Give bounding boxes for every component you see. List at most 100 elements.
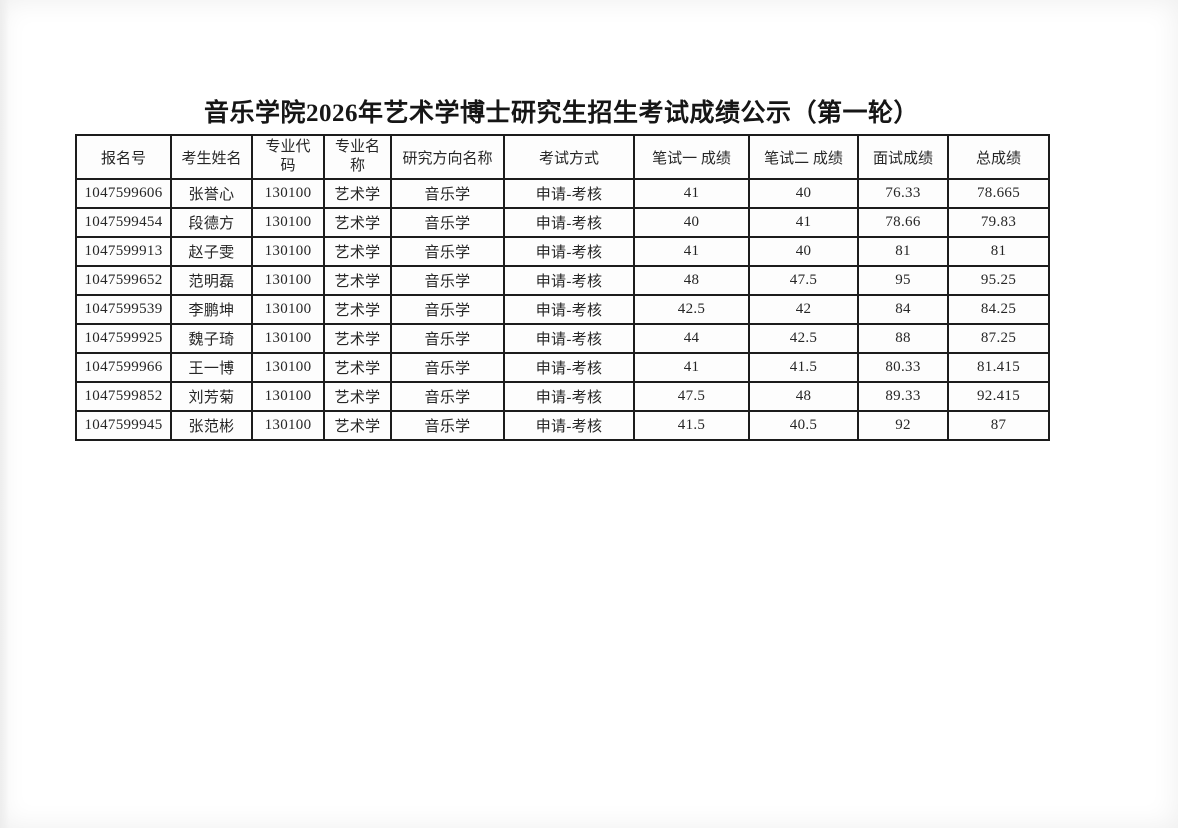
table-cell: 1047599925 bbox=[75, 323, 172, 354]
table-cell: 范明磊 bbox=[170, 265, 253, 296]
document-page: 音乐学院2026年艺术学博士研究生招生考试成绩公示（第一轮） 报名号 考生姓名 专业… bbox=[75, 93, 1050, 441]
table-cell: 130100 bbox=[251, 323, 325, 354]
table-row: 1047599925 魏子琦 130100 艺术学 音乐学 申请-考核 44 42.5 88 87… bbox=[75, 323, 1050, 354]
table-cell: 42.5 bbox=[748, 323, 859, 354]
table-cell: 1047599913 bbox=[75, 236, 172, 267]
table-cell: 魏子琦 bbox=[170, 323, 253, 354]
column-header-label: 笔试一 成绩 bbox=[652, 150, 731, 167]
table-cell: 130100 bbox=[251, 265, 325, 296]
table-row: 1047599606 张誉心 130100 艺术学 音乐学 申请-考核 41 40 76.33 7… bbox=[75, 178, 1050, 209]
table-cell: 1047599606 bbox=[75, 178, 172, 209]
table-cell: 41 bbox=[748, 207, 859, 238]
table-cell: 47.5 bbox=[748, 265, 859, 296]
table-row: 1047599966 王一博 130100 艺术学 音乐学 申请-考核 41 41.5 80.3… bbox=[75, 352, 1050, 383]
table-cell: 1047599539 bbox=[75, 294, 172, 325]
table-cell: 段德方 bbox=[170, 207, 253, 238]
column-header-label: 笔试二 成绩 bbox=[764, 150, 843, 167]
table-cell: 47.5 bbox=[633, 381, 750, 412]
table-cell: 84.25 bbox=[947, 294, 1050, 325]
table-cell: 张誉心 bbox=[170, 178, 253, 209]
table-cell: 48 bbox=[748, 381, 859, 412]
table-cell: 申请-考核 bbox=[503, 381, 635, 412]
column-header: 笔试二 成绩 bbox=[748, 134, 859, 180]
table-row: 1047599652 范明磊 130100 艺术学 音乐学 申请-考核 48 47.5 95 95… bbox=[75, 265, 1050, 296]
table-cell: 艺术学 bbox=[323, 178, 392, 209]
table-cell: 48 bbox=[633, 265, 750, 296]
table-cell: 1047599852 bbox=[75, 381, 172, 412]
table-cell: 音乐学 bbox=[390, 265, 505, 296]
table-cell: 84 bbox=[857, 294, 949, 325]
table-cell: 40 bbox=[748, 178, 859, 209]
table-body: 1047599606 张誉心 130100 艺术学 音乐学 申请-考核 41 40 76.33 7… bbox=[75, 178, 1050, 441]
table-cell: 李鹏坤 bbox=[170, 294, 253, 325]
table-cell: 130100 bbox=[251, 178, 325, 209]
table-cell: 音乐学 bbox=[390, 323, 505, 354]
column-header-label: 面试成绩 bbox=[872, 150, 933, 167]
table-row: 1047599852 刘芳菊 130100 艺术学 音乐学 申请-考核 47.5 48 89.3… bbox=[75, 381, 1050, 412]
column-header: 专业名称 bbox=[323, 134, 392, 180]
table-cell: 申请-考核 bbox=[503, 410, 635, 441]
table-cell: 95 bbox=[857, 265, 949, 296]
score-table: 报名号 考生姓名 专业代码 专业名称 研究方向名称 考试方式 笔试一 成绩 笔试二 成绩 面试成… bbox=[75, 134, 1050, 441]
table-cell: 音乐学 bbox=[390, 381, 505, 412]
table-cell: 88 bbox=[857, 323, 949, 354]
table-cell: 艺术学 bbox=[323, 323, 392, 354]
column-header: 考试方式 bbox=[503, 134, 635, 180]
table-cell: 申请-考核 bbox=[503, 323, 635, 354]
column-header: 总成绩 bbox=[947, 134, 1050, 180]
table-cell: 41 bbox=[633, 352, 750, 383]
table-cell: 130100 bbox=[251, 207, 325, 238]
table-cell: 王一博 bbox=[170, 352, 253, 383]
table-cell: 1047599945 bbox=[75, 410, 172, 441]
table-cell: 41 bbox=[633, 236, 750, 267]
table-cell: 80.33 bbox=[857, 352, 949, 383]
column-header: 研究方向名称 bbox=[390, 134, 505, 180]
table-cell: 1047599652 bbox=[75, 265, 172, 296]
column-header: 考生姓名 bbox=[170, 134, 253, 180]
table-cell: 申请-考核 bbox=[503, 178, 635, 209]
table-cell: 41.5 bbox=[633, 410, 750, 441]
table-cell: 赵子雯 bbox=[170, 236, 253, 267]
table-cell: 艺术学 bbox=[323, 410, 392, 441]
table-cell: 40 bbox=[633, 207, 750, 238]
column-header-label: 专业名称 bbox=[334, 139, 380, 174]
table-cell: 81 bbox=[947, 236, 1050, 267]
table-cell: 130100 bbox=[251, 381, 325, 412]
table-cell: 42 bbox=[748, 294, 859, 325]
table-cell: 92.415 bbox=[947, 381, 1050, 412]
table-cell: 95.25 bbox=[947, 265, 1050, 296]
table-header-row: 报名号 考生姓名 专业代码 专业名称 研究方向名称 考试方式 笔试一 成绩 笔试二 成绩 面试成… bbox=[75, 134, 1050, 180]
table-cell: 刘芳菊 bbox=[170, 381, 253, 412]
table-cell: 41 bbox=[633, 178, 750, 209]
table-cell: 130100 bbox=[251, 294, 325, 325]
table-cell: 41.5 bbox=[748, 352, 859, 383]
table-cell: 76.33 bbox=[857, 178, 949, 209]
table-cell: 艺术学 bbox=[323, 265, 392, 296]
table-cell: 89.33 bbox=[857, 381, 949, 412]
column-header: 面试成绩 bbox=[857, 134, 949, 180]
table-cell: 130100 bbox=[251, 410, 325, 441]
table-cell: 申请-考核 bbox=[503, 352, 635, 383]
table-cell: 音乐学 bbox=[390, 236, 505, 267]
table-row: 1047599539 李鹏坤 130100 艺术学 音乐学 申请-考核 42.5 42 84 84… bbox=[75, 294, 1050, 325]
table-cell: 44 bbox=[633, 323, 750, 354]
table-cell: 申请-考核 bbox=[503, 236, 635, 267]
table-cell: 81.415 bbox=[947, 352, 1050, 383]
table-cell: 92 bbox=[857, 410, 949, 441]
table-cell: 78.66 bbox=[857, 207, 949, 238]
table-cell: 130100 bbox=[251, 236, 325, 267]
column-header-label: 总成绩 bbox=[975, 150, 1021, 167]
table-cell: 音乐学 bbox=[390, 207, 505, 238]
table-cell: 音乐学 bbox=[390, 178, 505, 209]
table-row: 1047599945 张范彬 130100 艺术学 音乐学 申请-考核 41.5 40.5 92… bbox=[75, 410, 1050, 441]
column-header: 笔试一 成绩 bbox=[633, 134, 750, 180]
column-header: 专业代码 bbox=[251, 134, 325, 180]
table-cell: 艺术学 bbox=[323, 207, 392, 238]
table-cell: 78.665 bbox=[947, 178, 1050, 209]
table-row: 1047599454 段德方 130100 艺术学 音乐学 申请-考核 40 41 78.66 7… bbox=[75, 207, 1050, 238]
photo-edge-shadow bbox=[0, 0, 9, 828]
table-cell: 130100 bbox=[251, 352, 325, 383]
table-cell: 79.83 bbox=[947, 207, 1050, 238]
table-cell: 艺术学 bbox=[323, 236, 392, 267]
table-row: 1047599913 赵子雯 130100 艺术学 音乐学 申请-考核 41 40 81 81 bbox=[75, 236, 1050, 267]
